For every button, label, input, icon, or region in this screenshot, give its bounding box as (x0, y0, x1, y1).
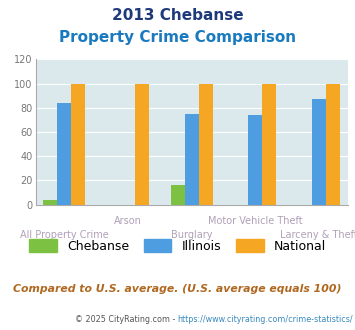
Bar (135, 83, 149, 205)
Text: Compared to U.S. average. (U.S. average equals 100): Compared to U.S. average. (U.S. average … (13, 284, 342, 294)
Text: Arson: Arson (114, 216, 142, 226)
Bar (171, 185, 185, 205)
Bar (312, 99, 326, 205)
Bar (199, 83, 213, 205)
Bar (43, 200, 57, 205)
Bar (57, 103, 71, 205)
Text: All Property Crime: All Property Crime (20, 230, 109, 240)
Bar (262, 83, 277, 205)
Bar (248, 115, 262, 205)
Text: © 2025 CityRating.com -: © 2025 CityRating.com - (75, 315, 178, 324)
Text: Property Crime Comparison: Property Crime Comparison (59, 30, 296, 45)
Bar (71, 83, 85, 205)
Text: Larceny & Theft: Larceny & Theft (280, 230, 355, 240)
Text: https://www.cityrating.com/crime-statistics/: https://www.cityrating.com/crime-statist… (178, 315, 353, 324)
Legend: Chebanse, Illinois, National: Chebanse, Illinois, National (29, 239, 326, 253)
Text: 2013 Chebanse: 2013 Chebanse (112, 8, 243, 23)
Text: Burglary: Burglary (171, 230, 212, 240)
Bar (326, 83, 340, 205)
Bar (185, 114, 199, 205)
Text: Motor Vehicle Theft: Motor Vehicle Theft (208, 216, 303, 226)
